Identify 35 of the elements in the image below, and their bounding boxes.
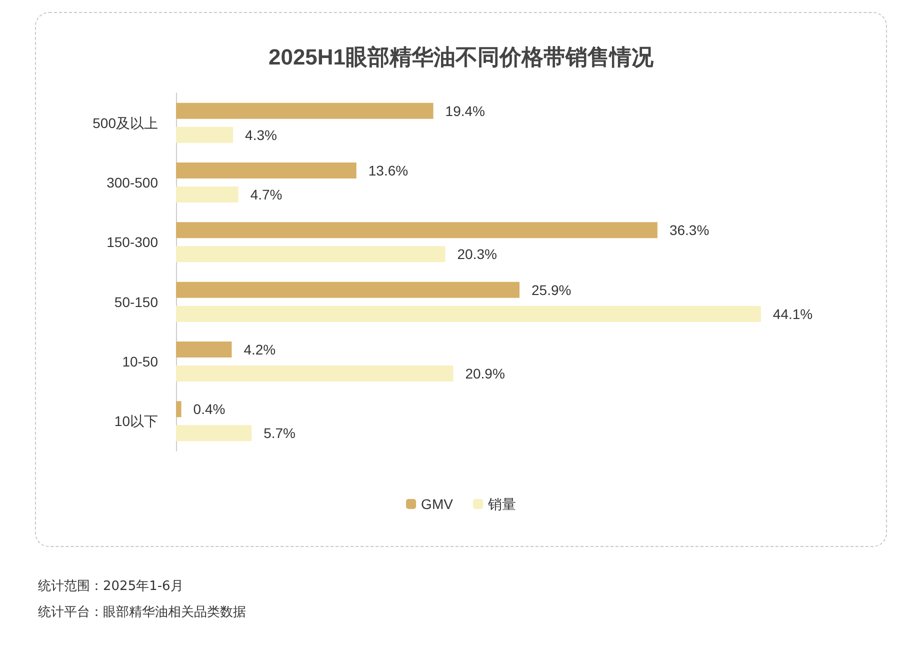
bar bbox=[176, 126, 234, 143]
data-label: 25.9% bbox=[532, 282, 572, 298]
bar bbox=[176, 162, 356, 178]
bar bbox=[176, 401, 182, 418]
bar bbox=[176, 246, 446, 262]
data-label: 20.3% bbox=[457, 246, 497, 262]
chart-title: 2025H1眼部精华油不同价格带销售情况 bbox=[268, 44, 655, 70]
data-label: 0.4% bbox=[193, 401, 226, 418]
bar bbox=[176, 425, 252, 442]
data-label: 5.7% bbox=[264, 425, 296, 442]
data-label: 20.9% bbox=[465, 366, 505, 382]
legend-label: GMV bbox=[421, 496, 454, 512]
bar bbox=[176, 366, 454, 382]
bar bbox=[176, 102, 434, 119]
y-tick-label: 10以下 bbox=[114, 413, 158, 430]
y-tick-label: 500及以上 bbox=[92, 114, 158, 131]
bar bbox=[176, 222, 658, 238]
data-label: 4.2% bbox=[244, 342, 276, 358]
bar bbox=[176, 282, 520, 298]
y-tick-label: 50-150 bbox=[114, 294, 158, 310]
text: 统计平台：眼部精华油相关品类数据 bbox=[38, 604, 246, 622]
y-tick-label: 10-50 bbox=[122, 354, 158, 370]
data-label: 36.3% bbox=[669, 222, 710, 238]
legend-label: 销量 bbox=[486, 496, 516, 512]
data-label: 19.4% bbox=[445, 102, 486, 119]
bar bbox=[176, 342, 232, 358]
text: 统计范围：2025年1-6月 bbox=[38, 578, 184, 596]
bar bbox=[176, 306, 761, 322]
data-label: 44.1% bbox=[772, 306, 813, 322]
data-label: 4.7% bbox=[250, 186, 282, 202]
data-label: 13.6% bbox=[368, 162, 408, 178]
bar bbox=[176, 186, 238, 202]
data-label: 4.3% bbox=[245, 126, 277, 143]
y-tick-label: 300-500 bbox=[106, 174, 158, 190]
y-tick-label: 150-300 bbox=[106, 234, 158, 250]
